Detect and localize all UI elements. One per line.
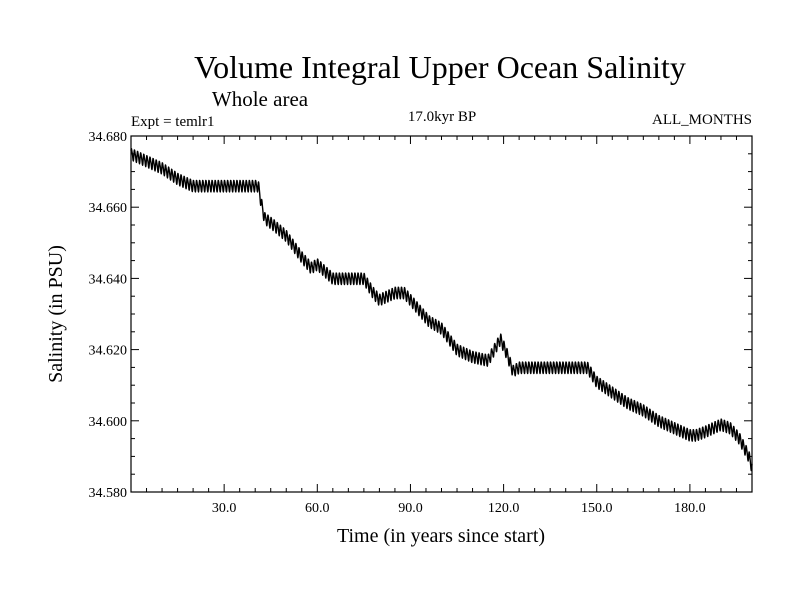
experiment-label: Expt = temlr1 bbox=[131, 114, 214, 130]
plot-lines bbox=[130, 147, 753, 472]
chart-subtitle: Whole area bbox=[212, 87, 309, 111]
y-tick-label: 34.660 bbox=[89, 201, 128, 216]
y-axis-label: Salinity (in PSU) bbox=[45, 245, 67, 383]
months-label: ALL_MONTHS bbox=[652, 112, 752, 128]
x-tick-label: 150.0 bbox=[581, 501, 613, 516]
x-tick-label: 180.0 bbox=[674, 501, 706, 516]
plot-frame bbox=[130, 135, 753, 493]
x-tick-label: 90.0 bbox=[398, 501, 423, 516]
x-axis-ticks: 30.0 60.0 90.0 120.0 150.0 180.0 bbox=[146, 136, 737, 516]
salinity-series-line bbox=[130, 147, 753, 472]
x-tick-label: 120.0 bbox=[488, 501, 520, 516]
y-tick-label: 34.680 bbox=[89, 130, 128, 145]
chart-title: Volume Integral Upper Ocean Salinity bbox=[194, 49, 686, 85]
x-tick-label: 60.0 bbox=[305, 501, 330, 516]
y-axis-ticks: 34.580 34.600 34.620 34.640 34.660 34.680 bbox=[89, 130, 752, 501]
y-tick-label: 34.600 bbox=[89, 415, 128, 430]
y-tick-label: 34.580 bbox=[89, 486, 128, 501]
x-tick-label: 30.0 bbox=[212, 501, 237, 516]
y-tick-label: 34.620 bbox=[89, 344, 128, 359]
period-label: 17.0kyr BP bbox=[408, 109, 476, 125]
x-axis-label: Time (in years since start) bbox=[337, 525, 545, 547]
y-tick-label: 34.640 bbox=[89, 272, 128, 287]
